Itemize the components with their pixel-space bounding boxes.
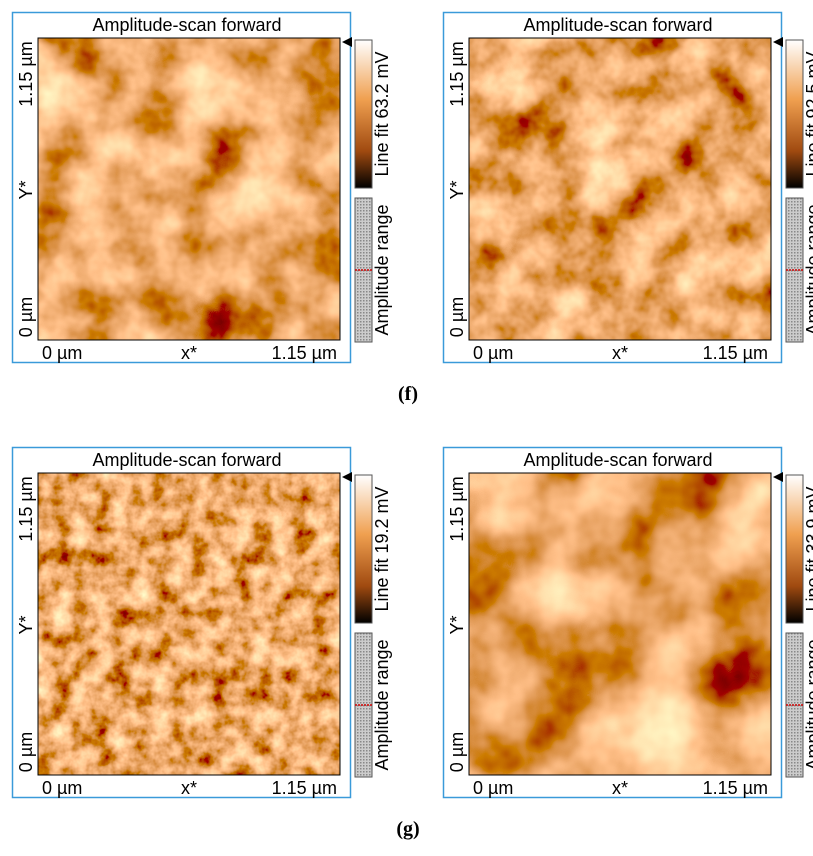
range-label: Amplitude range xyxy=(803,639,813,770)
amplitude-image xyxy=(469,473,771,775)
colorbar-label: Line fit 92.5 mV xyxy=(803,51,813,176)
caption: (g) xyxy=(396,818,419,840)
x-label: x* xyxy=(612,343,628,363)
range-bar xyxy=(786,198,803,342)
panel: Amplitude-scan forward 1.15 µm Y* 0 µm 0 µm x… xyxy=(13,13,393,364)
range-label: Amplitude range xyxy=(803,204,813,335)
y-label: Y* xyxy=(16,615,36,634)
x-label: 1.15 µm xyxy=(272,778,337,798)
panel: Amplitude-scan forward 1.15 µm Y* 0 µm 0 µm x… xyxy=(444,13,813,364)
x-label: x* xyxy=(612,778,628,798)
x-label: 0 µm xyxy=(473,778,513,798)
colorbar xyxy=(786,475,803,623)
panel: Amplitude-scan forward 1.15 µm Y* 0 µm 0 µm x… xyxy=(13,448,393,799)
colorbar-label: Line fit 33.9 mV xyxy=(803,486,813,611)
range-label: Amplitude range xyxy=(372,639,392,770)
colorbar-label: Line fit 19.2 mV xyxy=(372,486,392,611)
panel: Amplitude-scan forward 1.15 µm Y* 0 µm 0 µm x… xyxy=(444,448,813,799)
y-label: 1.15 µm xyxy=(447,41,467,106)
x-label: 1.15 µm xyxy=(703,778,768,798)
x-label: x* xyxy=(181,778,197,798)
amplitude-image xyxy=(469,38,771,340)
range-bar xyxy=(355,633,372,777)
amplitude-image xyxy=(38,473,340,775)
x-label: 1.15 µm xyxy=(703,343,768,363)
y-label: Y* xyxy=(447,180,467,199)
amplitude-image xyxy=(38,38,340,340)
y-label: 0 µm xyxy=(16,297,36,337)
y-label: 1.15 µm xyxy=(16,476,36,541)
y-label: 0 µm xyxy=(16,732,36,772)
y-label: Y* xyxy=(447,615,467,634)
x-label: 1.15 µm xyxy=(272,343,337,363)
colorbar-label: Line fit 63.2 mV xyxy=(372,51,392,176)
y-label: Y* xyxy=(16,180,36,199)
caption: (f) xyxy=(398,383,418,405)
x-label: 0 µm xyxy=(42,343,82,363)
range-label: Amplitude range xyxy=(372,204,392,335)
colorbar xyxy=(786,40,803,188)
x-label: 0 µm xyxy=(473,343,513,363)
x-label: 0 µm xyxy=(42,778,82,798)
panel-title: Amplitude-scan forward xyxy=(92,450,281,470)
y-label: 1.15 µm xyxy=(447,476,467,541)
panel-title: Amplitude-scan forward xyxy=(92,15,281,35)
y-label: 1.15 µm xyxy=(16,41,36,106)
colorbar xyxy=(355,475,372,623)
y-label: 0 µm xyxy=(447,297,467,337)
colorbar xyxy=(355,40,372,188)
figure: (f) (g) Amplitude-scan forward 1.15 µm Y* 0… xyxy=(0,0,813,856)
panel-title: Amplitude-scan forward xyxy=(523,450,712,470)
x-label: x* xyxy=(181,343,197,363)
y-label: 0 µm xyxy=(447,732,467,772)
panel-title: Amplitude-scan forward xyxy=(523,15,712,35)
range-bar xyxy=(786,633,803,777)
range-bar xyxy=(355,198,372,342)
